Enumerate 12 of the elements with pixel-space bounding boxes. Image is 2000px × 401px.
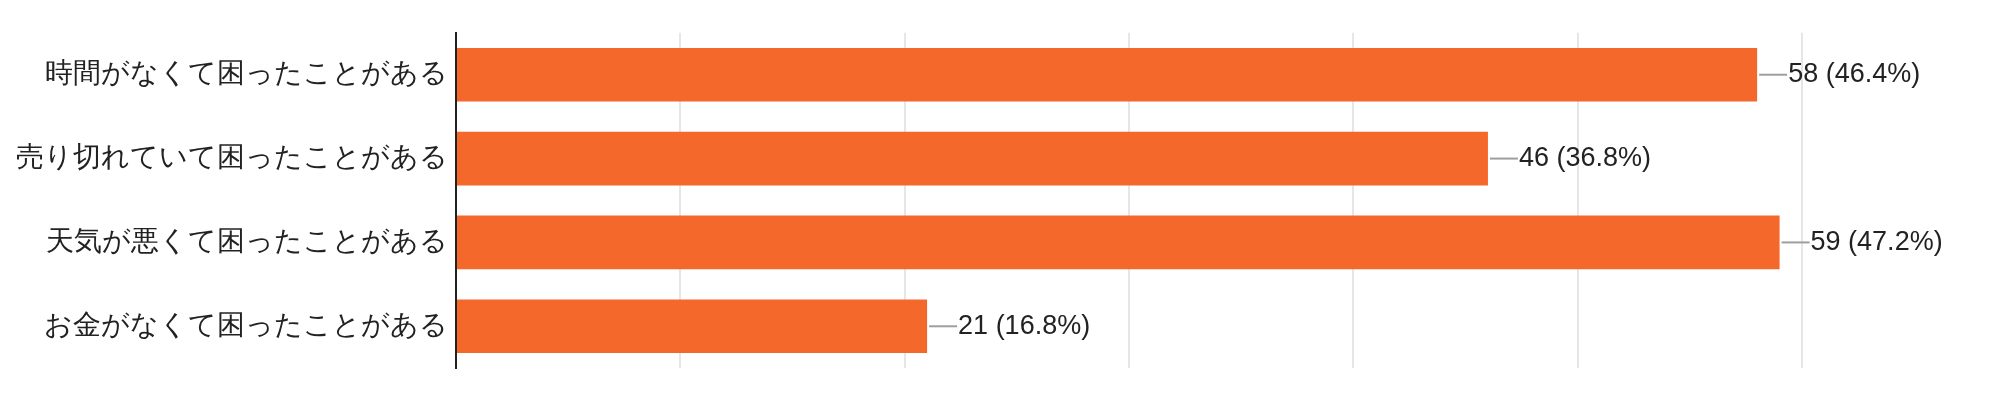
bar bbox=[457, 47, 1758, 102]
data-label: 59 (47.2%) bbox=[1810, 225, 1943, 256]
bar bbox=[457, 131, 1488, 186]
y-tick-label: 時間がなくて困ったことがある bbox=[45, 56, 448, 90]
bar bbox=[457, 299, 928, 354]
y-tick-label: お金がなくて困ったことがある bbox=[44, 307, 448, 341]
y-tick-label: 天気が悪くて困ったことがある bbox=[46, 223, 448, 257]
data-label: 58 (46.4%) bbox=[1788, 58, 1921, 89]
y-tick-label: 売り切れていて困ったことがある bbox=[16, 139, 448, 173]
data-label: 21 (16.8%) bbox=[958, 309, 1091, 340]
data-label: 46 (36.8%) bbox=[1518, 142, 1652, 173]
bar bbox=[457, 215, 1780, 270]
